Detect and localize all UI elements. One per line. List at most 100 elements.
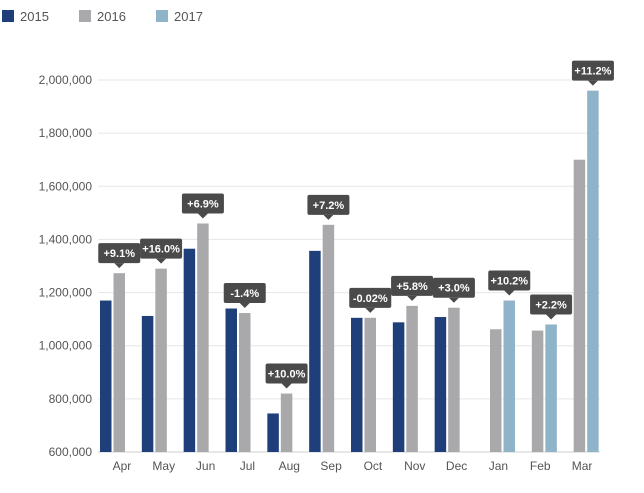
annotation-box (571, 60, 614, 81)
bar-jan-2016[interactable] (490, 329, 502, 452)
legend-item-2017[interactable]: 2017 (156, 9, 203, 24)
legend: 2015 2016 2017 (2, 9, 203, 24)
annotation-pointer (587, 80, 598, 86)
annotation-label: +11.2% (574, 66, 611, 78)
annotation-label: +3.0% (438, 283, 470, 295)
bar-jan-2017[interactable] (503, 300, 516, 452)
annotation-label: +16.0% (142, 244, 180, 256)
annotation-pointer (504, 290, 515, 296)
bar-mar-2016[interactable] (573, 159, 586, 452)
legend-item-2016[interactable]: 2016 (79, 9, 126, 24)
gridlines (98, 79, 600, 453)
annotation-may: +16.0% (140, 238, 183, 264)
bar-feb-2017[interactable] (545, 324, 557, 452)
legend-swatch (79, 10, 91, 22)
bar-sep-2015[interactable] (309, 250, 321, 452)
y-tick-label: 800,000 (49, 392, 93, 406)
annotation-feb: +2.2% (530, 294, 573, 320)
x-tick-label-may: May (152, 459, 175, 473)
x-tick-label-jan: Jan (489, 459, 508, 473)
bar-jul-2015[interactable] (225, 308, 238, 452)
legend-swatch (156, 10, 168, 22)
annotation-box (140, 238, 183, 259)
annotation-box (530, 294, 573, 315)
bar-nov-2015[interactable] (392, 322, 405, 452)
y-tick-label: 600,000 (49, 445, 93, 459)
bar-oct-2015[interactable] (351, 317, 363, 452)
annotation-box (265, 363, 308, 384)
annotation-box (223, 283, 266, 304)
bar-jun-2015[interactable] (183, 248, 196, 452)
annotation-pointer (546, 314, 557, 320)
annotation-pointer (114, 263, 125, 269)
annotation-box (432, 277, 475, 298)
bar-jul-2016[interactable] (239, 313, 251, 452)
legend-label: 2017 (174, 9, 203, 24)
x-tick-label-oct: Oct (364, 459, 383, 473)
annotation-jun: +6.9% (181, 193, 224, 219)
annotation-pointer (365, 307, 376, 313)
annotation-box (307, 194, 350, 215)
annotation-label: +9.1% (104, 248, 136, 260)
x-tick-label-jun: Jun (196, 459, 215, 473)
x-tick-label-nov: Nov (404, 459, 425, 473)
legend-item-2015[interactable]: 2015 (2, 9, 49, 24)
annotation-pointer (323, 214, 334, 220)
annotations: +9.1% +16.0% +6.9% -1.4% +10.0% +7.2% -0.02% +5… (98, 60, 614, 389)
annotation-mar: +11.2% (571, 60, 614, 86)
annotation-label: -0.02% (353, 293, 388, 305)
x-tick-label-jul: Jul (240, 459, 255, 473)
annotation-apr: +9.1% (98, 243, 141, 269)
bar-mar-2017[interactable] (587, 90, 599, 452)
annotation-label: +10.2% (490, 276, 528, 288)
annotation-oct: -0.02% (349, 287, 392, 313)
annotation-jul: -1.4% (223, 283, 266, 309)
bar-jun-2016[interactable] (197, 223, 209, 452)
bar-sep-2016[interactable] (322, 224, 335, 452)
y-tick-label: 1,600,000 (39, 179, 93, 193)
annotation-pointer (448, 297, 459, 303)
annotation-pointer (407, 295, 418, 301)
annotation-box (181, 193, 224, 214)
bar-aug-2015[interactable] (267, 413, 279, 452)
legend-label: 2016 (97, 9, 126, 24)
x-tick-label-sep: Sep (320, 459, 342, 473)
bar-dec-2015[interactable] (434, 317, 447, 452)
legend-swatch (2, 10, 14, 22)
bar-aug-2016[interactable] (280, 393, 293, 452)
annotation-label: +2.2% (535, 299, 567, 311)
bar-oct-2016[interactable] (364, 317, 377, 452)
y-tick-label: 1,400,000 (39, 232, 93, 246)
legend-label: 2015 (20, 9, 49, 24)
annotation-label: -1.4% (230, 288, 259, 300)
x-tick-label-apr: Apr (113, 459, 132, 473)
y-tick-label: 1,000,000 (39, 339, 93, 353)
bar-may-2015[interactable] (141, 315, 154, 452)
bar-apr-2016[interactable] (113, 273, 126, 452)
annotation-label: +10.0% (268, 369, 306, 381)
annotation-sep: +7.2% (307, 194, 350, 220)
annotation-pointer (197, 213, 208, 219)
annotation-box (488, 270, 531, 291)
bar-dec-2016[interactable] (448, 307, 460, 452)
bar-may-2016[interactable] (155, 268, 167, 452)
x-tick-label-dec: Dec (446, 459, 467, 473)
annotation-label: +5.8% (396, 281, 428, 293)
annotation-pointer (239, 303, 250, 309)
annotation-box (391, 275, 434, 296)
annotation-dec: +3.0% (432, 277, 475, 303)
y-tick-label: 1,800,000 (39, 126, 93, 140)
bar-feb-2016[interactable] (531, 330, 544, 452)
bar-nov-2016[interactable] (406, 305, 418, 452)
annotation-box (98, 243, 141, 264)
annotation-label: +6.9% (187, 198, 219, 210)
y-axis: 600,000 800,000 1,000,000 1,200,000 1,400,00… (39, 73, 93, 459)
x-tick-label-aug: Aug (279, 459, 300, 473)
x-tick-label-feb: Feb (530, 459, 551, 473)
annotation-box (349, 287, 392, 308)
bar-apr-2015[interactable] (100, 300, 112, 452)
annotation-pointer (156, 258, 167, 264)
bars (100, 90, 599, 452)
